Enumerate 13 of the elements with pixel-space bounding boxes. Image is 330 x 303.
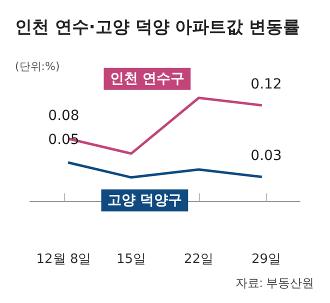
- series-label: 고양 덕양구: [107, 192, 182, 208]
- x-tick-label: 15일: [116, 252, 146, 267]
- x-tick-label: 12월 8일: [36, 252, 92, 267]
- chart-title: 인천 연수·고양 덕양 아파트값 변동률: [15, 18, 300, 38]
- data-label: 0.03: [250, 148, 282, 164]
- x-tick-label: 22일: [184, 252, 214, 267]
- x-tick-label: 29일: [251, 252, 282, 267]
- data-label: 0.08: [48, 108, 80, 124]
- text: 자료: 부동산원: [235, 276, 314, 290]
- data-label: 0.12: [250, 76, 282, 92]
- series-label: 인천 연수구: [110, 70, 185, 87]
- data-label: 0.05: [48, 132, 80, 148]
- chart-subtitle: (단위:%): [15, 60, 60, 73]
